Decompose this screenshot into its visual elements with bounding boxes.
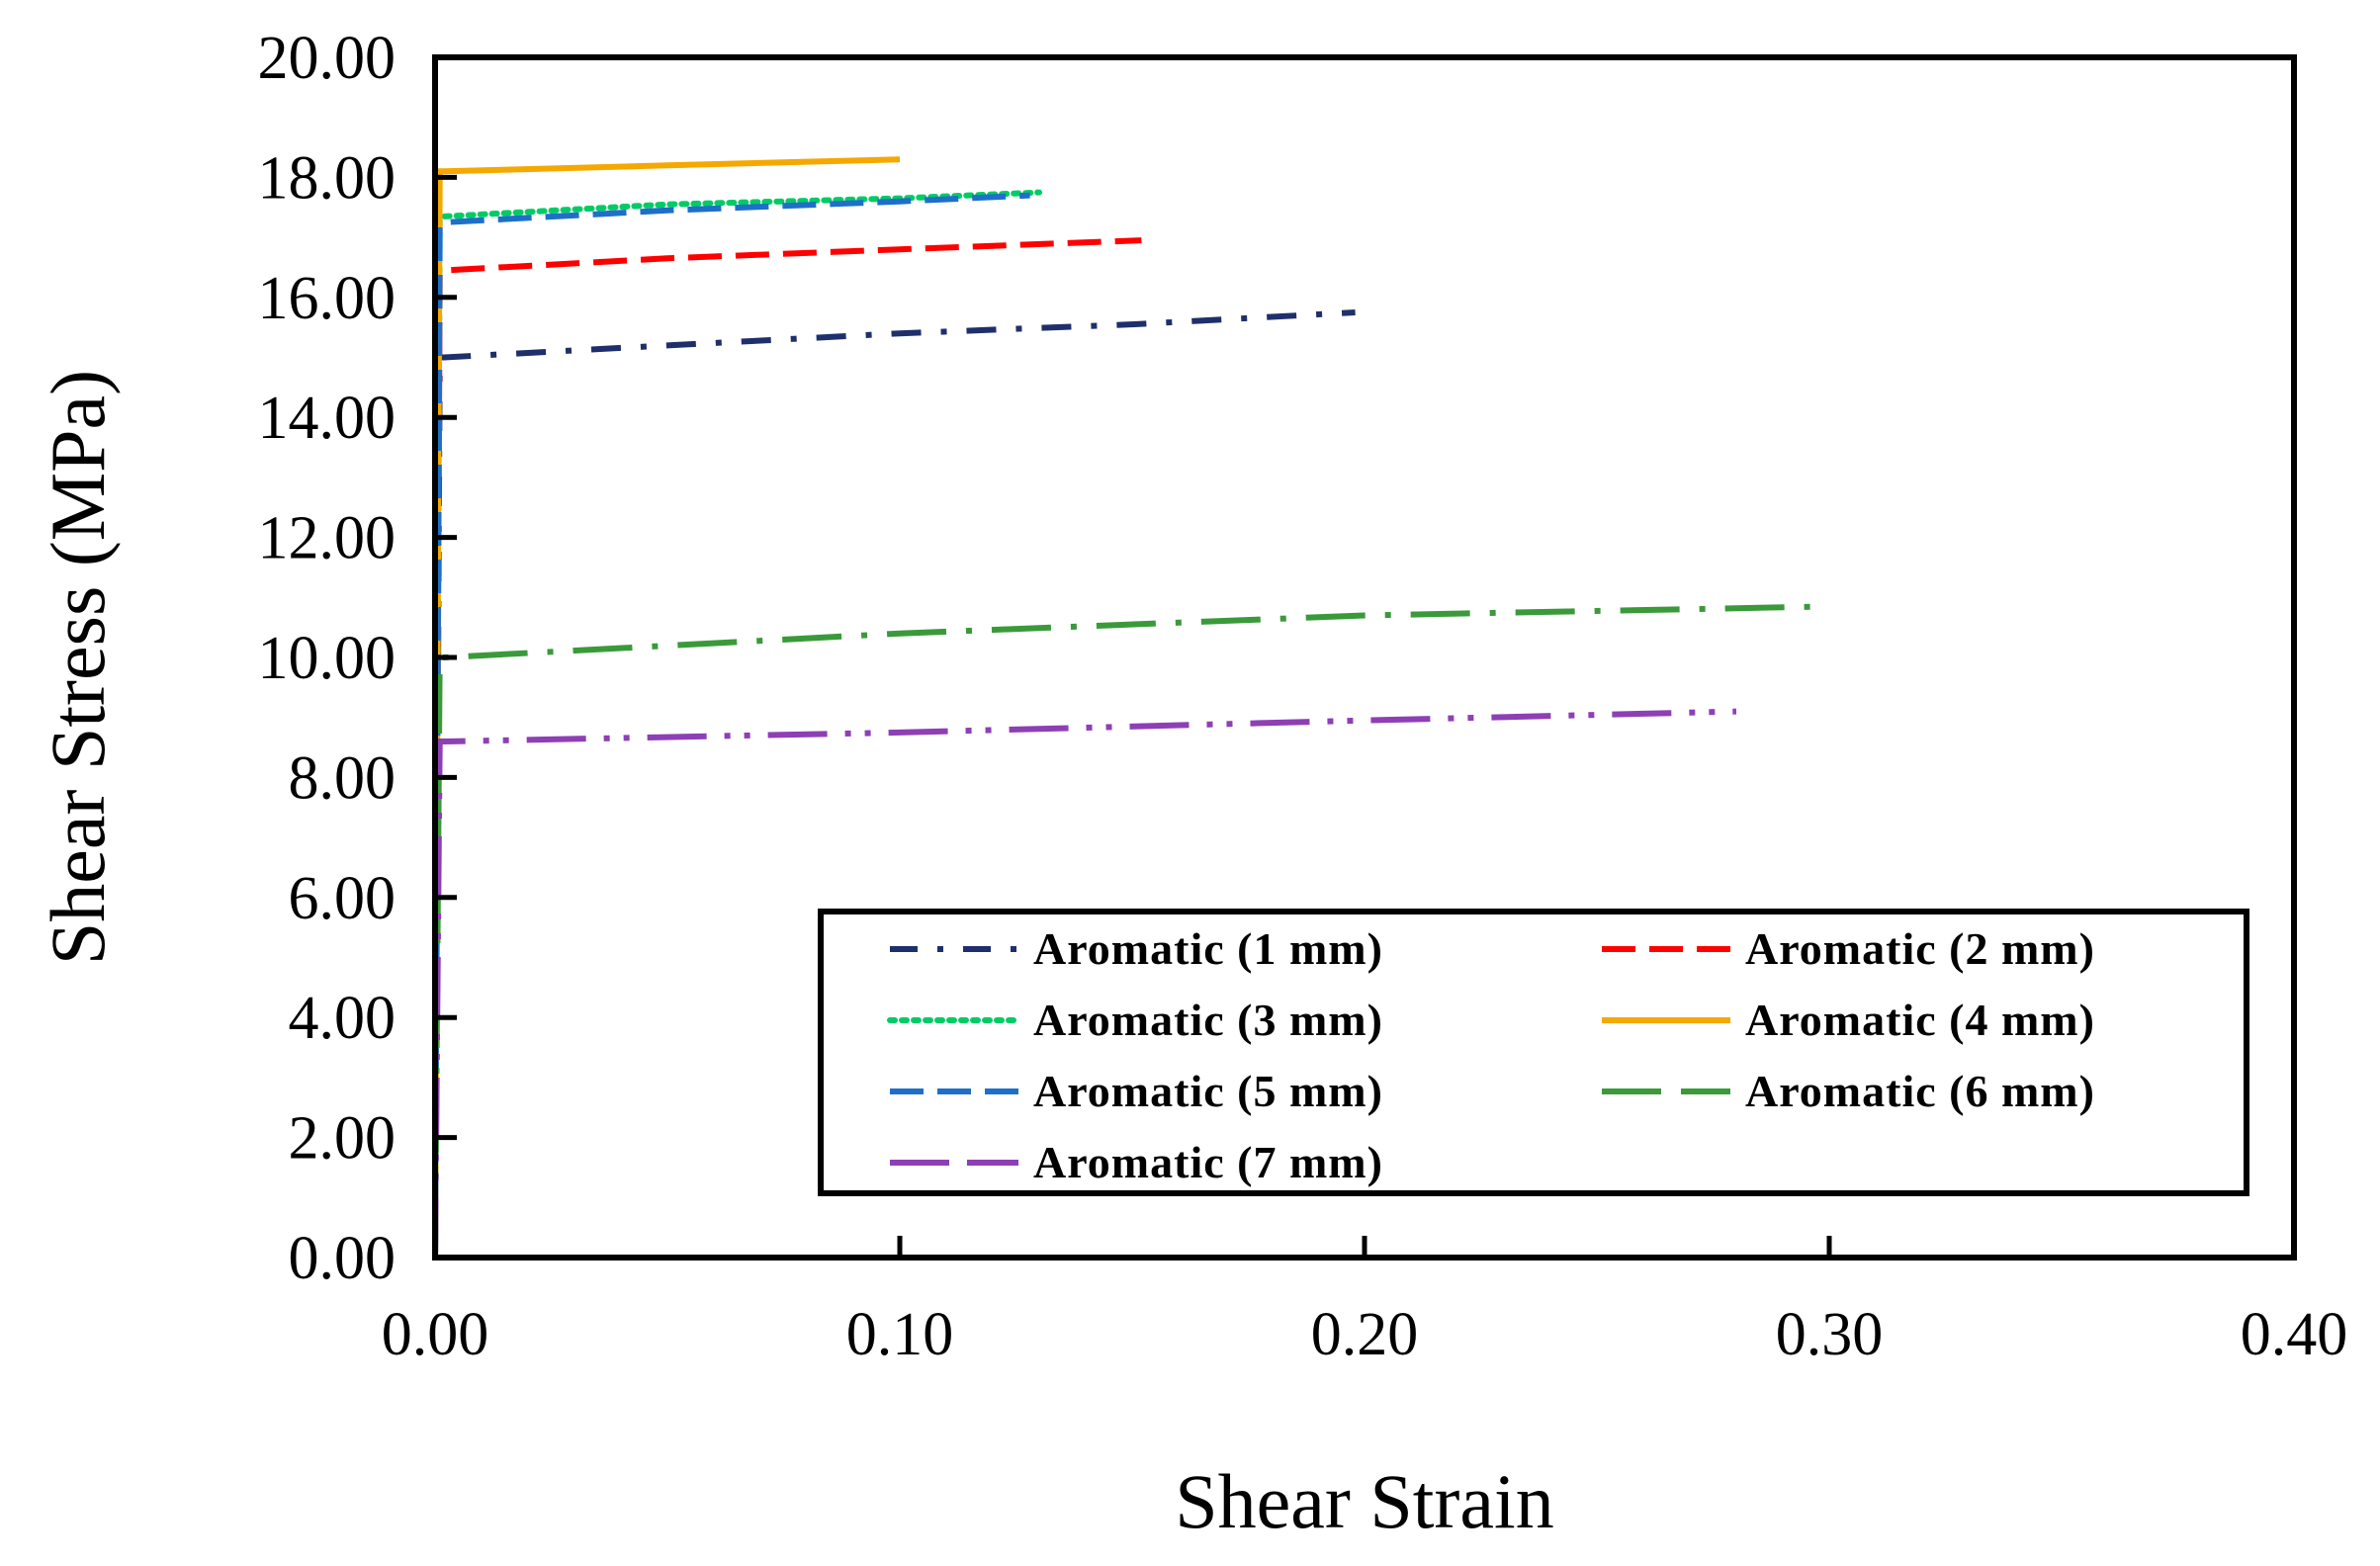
legend-label: Aromatic (6 mm) xyxy=(1745,1066,2095,1116)
legend-label: Aromatic (5 mm) xyxy=(1033,1066,1383,1116)
x-tick-label: 0.10 xyxy=(846,1301,954,1368)
tick-layer: 0.00 0.10 0.20 0.30 0.40 0.00 2.00 4.00 6.00 8.00… xyxy=(258,25,2348,1368)
y-tick-label: 12.00 xyxy=(258,505,397,572)
legend-box xyxy=(818,909,2249,1196)
y-tick-label: 0.00 xyxy=(289,1225,397,1292)
y-tick-label: 6.00 xyxy=(289,865,397,932)
y-tick-label: 4.00 xyxy=(289,985,397,1052)
y-tick-label: 16.00 xyxy=(258,265,397,332)
y-tick-label: 8.00 xyxy=(289,744,397,812)
legend-label: Aromatic (3 mm) xyxy=(1033,995,1383,1045)
x-axis-title: Shear Strain xyxy=(1175,1458,1553,1544)
y-tick-label: 10.00 xyxy=(258,625,397,692)
series-line-1mm xyxy=(432,309,1356,1259)
legend-label: Aromatic (7 mm) xyxy=(1033,1137,1383,1187)
y-tick-label: 20.00 xyxy=(258,25,397,92)
y-axis-title: Shear Stress (MPa) xyxy=(35,370,121,965)
y-tick-label: 14.00 xyxy=(258,385,397,452)
series-layer xyxy=(432,156,1830,1261)
series-line-7mm xyxy=(432,708,1737,1259)
x-tick-label: 0.00 xyxy=(382,1301,489,1368)
x-tick-label: 0.40 xyxy=(2241,1301,2348,1368)
legend-label: Aromatic (1 mm) xyxy=(1033,923,1383,974)
legend: Aromatic (1 mm) Aromatic (2 mm) Aromatic (… xyxy=(818,909,2249,1196)
x-tick-label: 0.20 xyxy=(1311,1301,1419,1368)
legend-label: Aromatic (2 mm) xyxy=(1745,923,2095,974)
x-tick-label: 0.30 xyxy=(1776,1301,1884,1368)
legend-label: Aromatic (4 mm) xyxy=(1745,995,2095,1045)
y-tick-label: 2.00 xyxy=(289,1105,397,1173)
y-tick-label: 18.00 xyxy=(258,144,397,212)
series-line-5mm xyxy=(432,192,1030,1259)
